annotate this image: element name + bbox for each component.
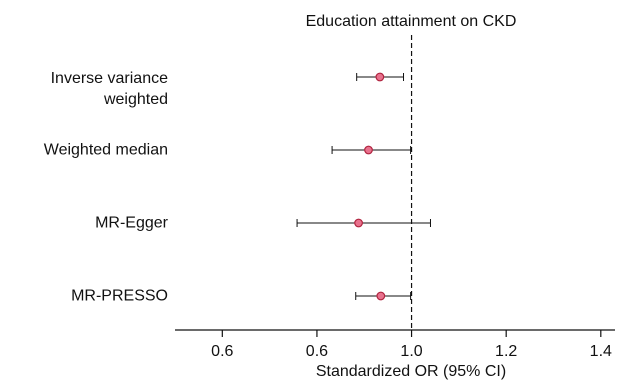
point [364,145,373,155]
chart-title: Education attainment on CKD [306,13,517,30]
x-tick-label: 0.6 [306,343,328,360]
x-axis-label: Standardized OR (95% CI) [316,363,506,380]
category-label: MR-Egger [95,214,168,232]
category-label: Weighted median [43,141,168,159]
point [376,291,386,301]
x-tick-label: 1.0 [400,343,422,360]
x-tick-label: 1.2 [495,343,517,360]
x-tick-label: 0.6 [211,343,233,360]
point [354,218,363,228]
category-label: MR-PRESSO [71,287,168,305]
x-tick-label: 1.4 [590,343,612,360]
point [375,72,385,82]
category-label: Inverse variance weighted [50,70,168,108]
